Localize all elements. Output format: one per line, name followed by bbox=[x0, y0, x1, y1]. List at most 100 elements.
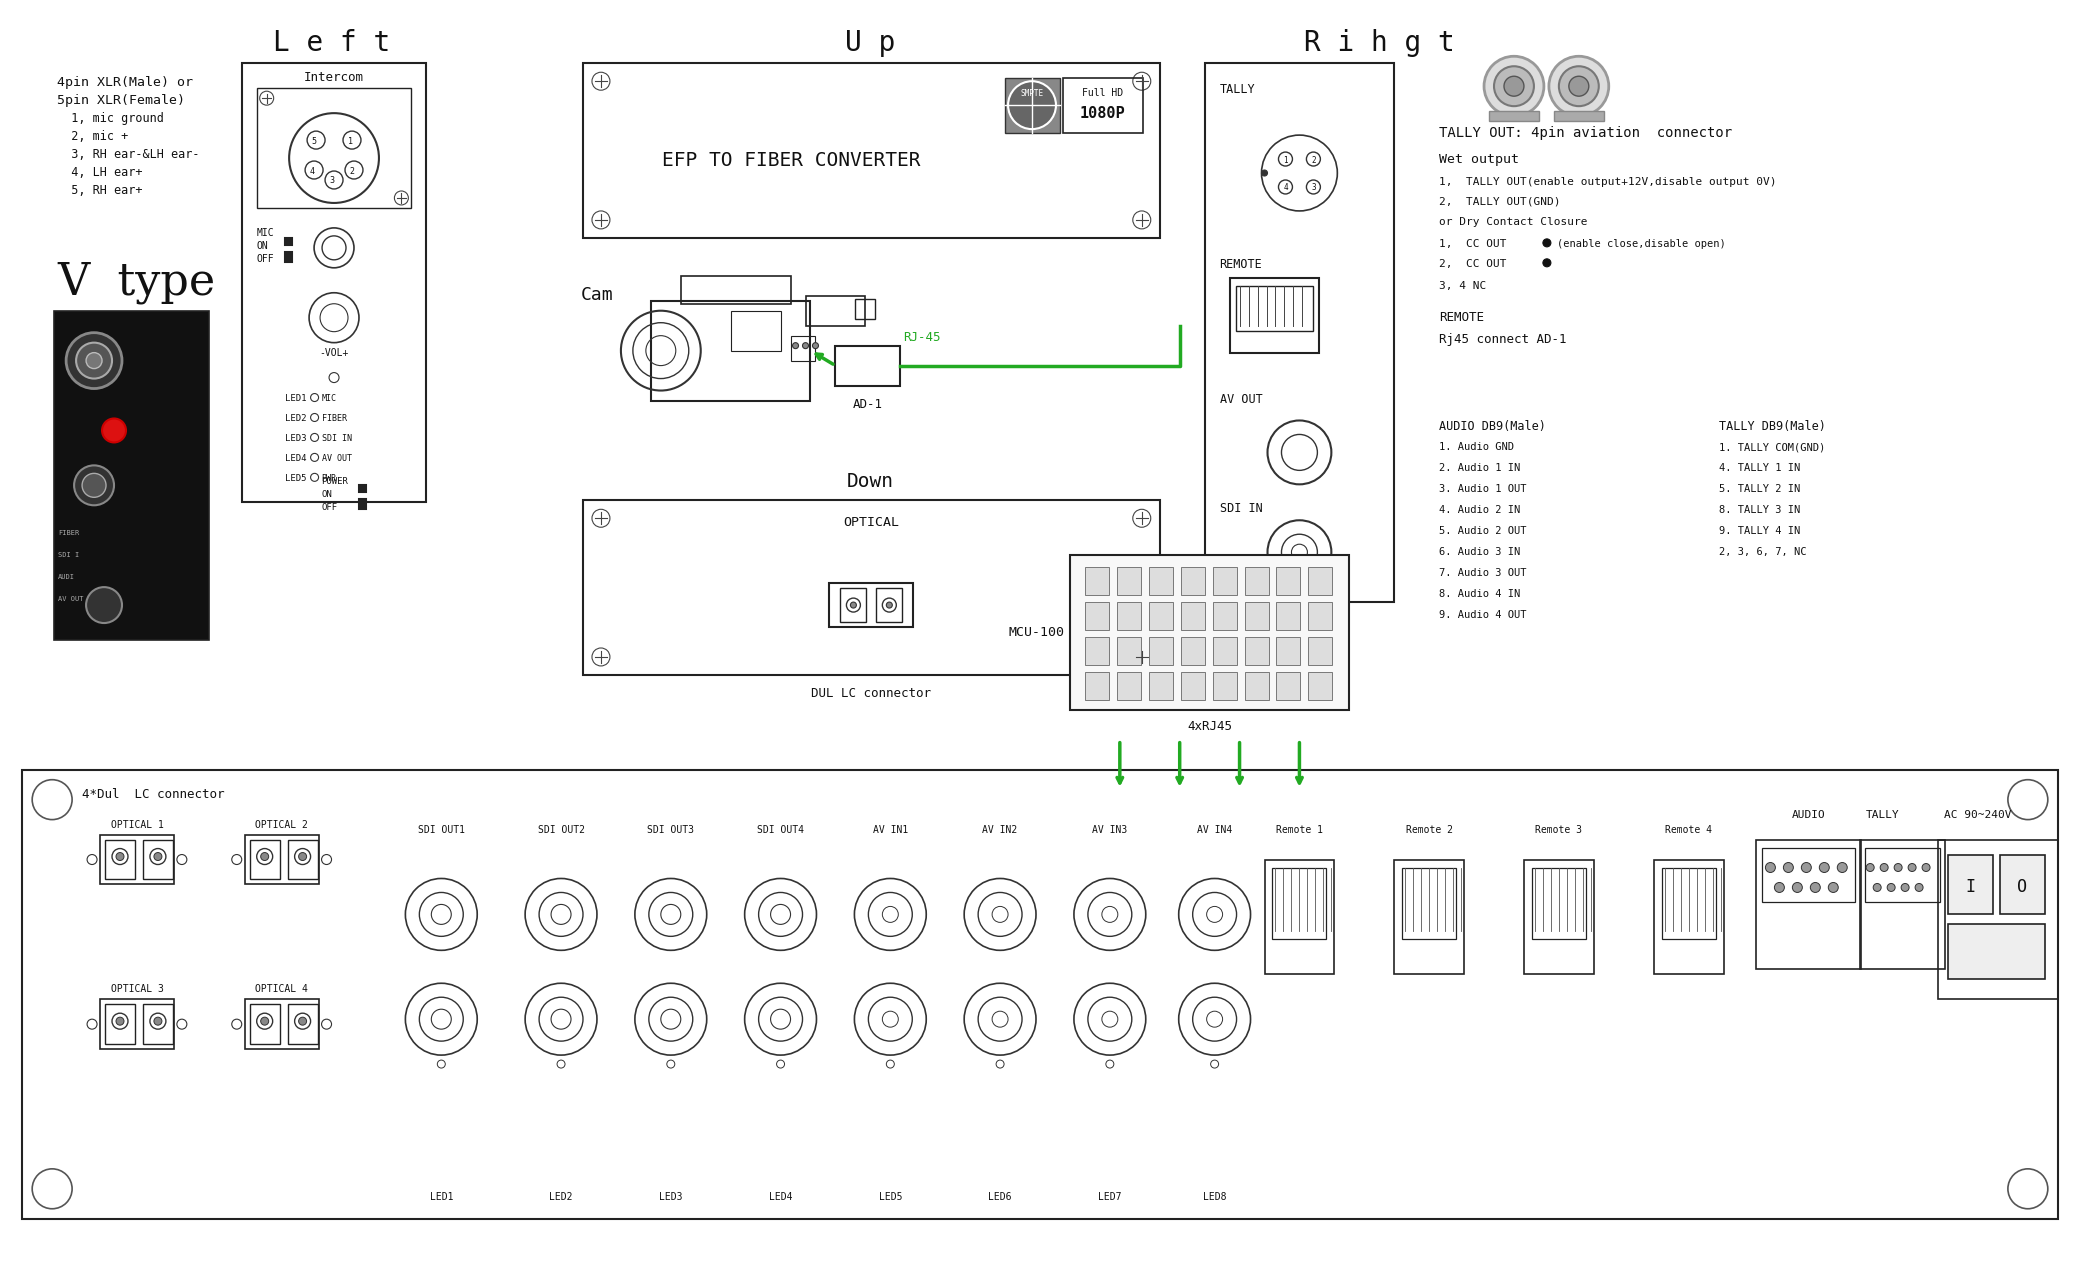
Bar bbox=[1181, 602, 1204, 630]
Bar bbox=[876, 588, 903, 622]
Text: LED5: LED5 bbox=[878, 1192, 903, 1202]
Circle shape bbox=[1543, 259, 1552, 266]
Text: OPTICAL 2: OPTICAL 2 bbox=[256, 819, 308, 829]
Text: 7. Audio 3 OUT: 7. Audio 3 OUT bbox=[1439, 568, 1527, 579]
Bar bbox=[360, 485, 366, 493]
Text: 5pin XLR(Female): 5pin XLR(Female) bbox=[56, 95, 185, 108]
Text: 4: 4 bbox=[310, 166, 314, 175]
Bar bbox=[1148, 602, 1173, 630]
Bar bbox=[104, 1005, 135, 1044]
Text: O: O bbox=[2018, 878, 2026, 896]
Circle shape bbox=[1866, 864, 1874, 872]
Bar bbox=[1117, 637, 1140, 664]
Circle shape bbox=[260, 852, 268, 860]
Bar bbox=[1525, 860, 1593, 974]
Text: 1,  CC OUT: 1, CC OUT bbox=[1439, 239, 1506, 248]
Circle shape bbox=[1793, 882, 1803, 892]
Text: 1. TALLY COM(GND): 1. TALLY COM(GND) bbox=[1718, 443, 1824, 452]
Bar bbox=[1277, 602, 1300, 630]
Text: Intercom: Intercom bbox=[304, 70, 364, 83]
Text: AUDI: AUDI bbox=[58, 575, 75, 580]
Circle shape bbox=[85, 588, 123, 623]
Bar bbox=[1308, 672, 1333, 700]
Text: Remote 4: Remote 4 bbox=[1666, 824, 1712, 835]
Circle shape bbox=[851, 602, 857, 608]
Text: Cam: Cam bbox=[580, 285, 614, 303]
Text: AV OUT: AV OUT bbox=[58, 596, 83, 602]
Bar bbox=[1949, 924, 2045, 979]
Text: AV IN3: AV IN3 bbox=[1092, 824, 1127, 835]
Text: 4. Audio 2 IN: 4. Audio 2 IN bbox=[1439, 506, 1520, 516]
Text: 1. Audio GND: 1. Audio GND bbox=[1439, 443, 1514, 452]
Text: OPTICAL 3: OPTICAL 3 bbox=[110, 984, 164, 995]
Circle shape bbox=[154, 1018, 162, 1025]
Circle shape bbox=[67, 333, 123, 389]
Text: AV OUT: AV OUT bbox=[1219, 393, 1263, 406]
Circle shape bbox=[116, 852, 125, 860]
Text: OFF: OFF bbox=[256, 253, 275, 264]
Circle shape bbox=[260, 1018, 268, 1025]
Bar bbox=[1394, 860, 1464, 974]
Text: 5, RH ear+: 5, RH ear+ bbox=[56, 184, 144, 197]
Text: LED5: LED5 bbox=[285, 474, 306, 483]
Bar bbox=[1949, 855, 1993, 914]
Text: 3: 3 bbox=[1310, 183, 1317, 192]
Bar bbox=[245, 835, 318, 884]
Circle shape bbox=[1766, 863, 1776, 873]
Circle shape bbox=[1820, 863, 1828, 873]
Text: SDI OUT2: SDI OUT2 bbox=[537, 824, 584, 835]
Text: MIC: MIC bbox=[256, 228, 275, 238]
Text: 8. Audio 4 IN: 8. Audio 4 IN bbox=[1439, 589, 1520, 599]
Circle shape bbox=[102, 419, 127, 443]
Text: Remote 3: Remote 3 bbox=[1535, 824, 1583, 835]
Bar bbox=[250, 840, 279, 879]
Bar bbox=[1308, 637, 1333, 664]
Bar bbox=[1213, 637, 1238, 664]
Circle shape bbox=[1504, 77, 1525, 96]
Bar bbox=[1277, 637, 1300, 664]
Text: 5. TALLY 2 IN: 5. TALLY 2 IN bbox=[1718, 484, 1799, 494]
Text: 2, mic +: 2, mic + bbox=[56, 131, 129, 143]
Bar bbox=[54, 311, 208, 640]
Text: 3, 4 NC: 3, 4 NC bbox=[1439, 280, 1487, 291]
Text: 2: 2 bbox=[349, 166, 354, 175]
Text: REMOTE: REMOTE bbox=[1219, 257, 1263, 271]
Bar bbox=[1860, 840, 1945, 969]
Text: LED7: LED7 bbox=[1098, 1192, 1121, 1202]
Text: Remote 1: Remote 1 bbox=[1275, 824, 1323, 835]
Text: or Dry Contact Closure: or Dry Contact Closure bbox=[1439, 216, 1587, 227]
Text: 2: 2 bbox=[1310, 156, 1317, 165]
Bar bbox=[836, 346, 901, 385]
Bar bbox=[1308, 602, 1333, 630]
Text: 9. TALLY 4 IN: 9. TALLY 4 IN bbox=[1718, 526, 1799, 536]
Bar bbox=[582, 63, 1161, 238]
Circle shape bbox=[300, 852, 306, 860]
Bar bbox=[1244, 672, 1269, 700]
Text: TALLY DB9(Male): TALLY DB9(Male) bbox=[1718, 420, 1826, 434]
Bar bbox=[1236, 285, 1312, 330]
Text: LED3: LED3 bbox=[659, 1192, 682, 1202]
Text: ON: ON bbox=[322, 490, 333, 499]
Text: LED2: LED2 bbox=[549, 1192, 572, 1202]
Text: LED1: LED1 bbox=[431, 1192, 453, 1202]
Text: ON: ON bbox=[256, 241, 268, 251]
Text: MIC: MIC bbox=[322, 394, 337, 403]
Bar bbox=[830, 584, 913, 627]
Bar bbox=[1086, 637, 1109, 664]
Text: OPTICAL 4: OPTICAL 4 bbox=[256, 984, 308, 995]
Bar bbox=[651, 301, 811, 401]
Bar bbox=[1489, 111, 1539, 122]
Bar bbox=[1662, 868, 1716, 940]
Text: 1: 1 bbox=[347, 137, 352, 146]
Circle shape bbox=[1901, 883, 1909, 891]
Circle shape bbox=[1783, 863, 1793, 873]
Text: SDI OUT4: SDI OUT4 bbox=[757, 824, 805, 835]
Circle shape bbox=[1887, 883, 1895, 891]
Circle shape bbox=[1810, 882, 1820, 892]
Text: 2,  TALLY OUT(GND): 2, TALLY OUT(GND) bbox=[1439, 197, 1560, 207]
Bar bbox=[23, 769, 2057, 1219]
Text: TALLY: TALLY bbox=[1219, 83, 1254, 96]
Bar bbox=[1244, 637, 1269, 664]
Text: REMOTE: REMOTE bbox=[1439, 311, 1485, 324]
Text: 3, RH ear-&LH ear-: 3, RH ear-&LH ear- bbox=[56, 148, 200, 161]
